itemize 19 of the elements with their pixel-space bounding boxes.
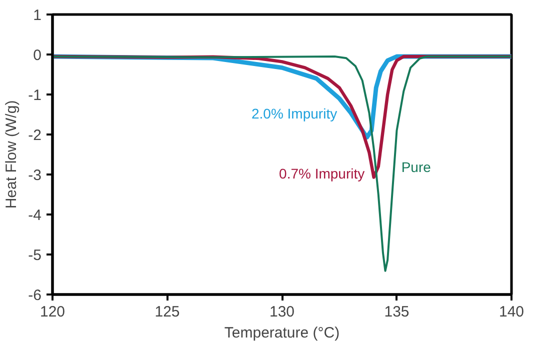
series-label: 2.0% Impurity bbox=[251, 105, 338, 122]
series-label: 0.7% Impurity bbox=[279, 165, 365, 182]
y-tick-label: 1 bbox=[33, 7, 42, 24]
y-axis-title: Heat Flow (W/g) bbox=[3, 100, 20, 209]
line-series bbox=[52, 56, 512, 272]
y-tick-label: -4 bbox=[28, 207, 42, 224]
x-axis-title: Temperature (°C) bbox=[224, 324, 340, 342]
y-tick-label: -3 bbox=[28, 167, 42, 184]
series-label: Pure bbox=[401, 158, 432, 175]
x-tick-label: 135 bbox=[384, 304, 410, 320]
y-tick-label: 0 bbox=[33, 47, 42, 64]
y-tick-label: -5 bbox=[28, 247, 42, 264]
x-tick-label: 125 bbox=[154, 304, 180, 320]
x-tick-label: 130 bbox=[269, 304, 295, 320]
y-tick-label: -1 bbox=[28, 87, 42, 104]
x-tick-label: 120 bbox=[40, 304, 66, 320]
y-tick-label: -2 bbox=[28, 127, 42, 144]
y-tick-label: -6 bbox=[28, 287, 42, 304]
x-tick-label: 140 bbox=[498, 304, 524, 320]
